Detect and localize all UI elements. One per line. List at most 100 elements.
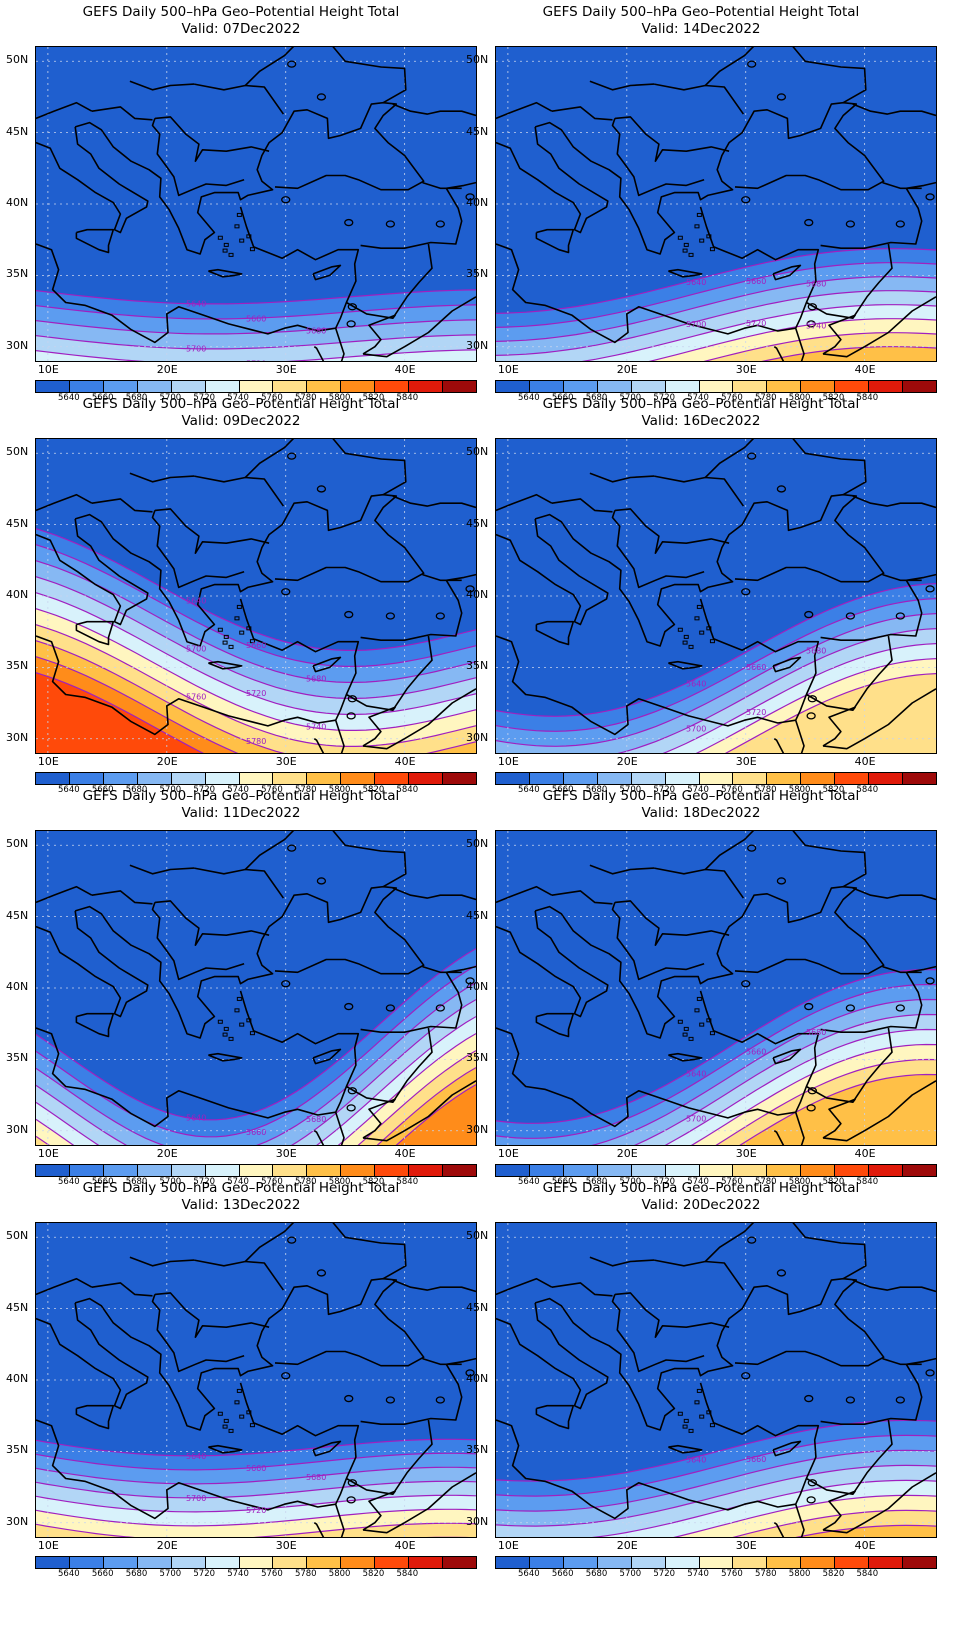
- island-outline: [236, 212, 242, 217]
- coastline: [129, 80, 195, 91]
- colorbar-tick-label: 5780: [754, 1569, 777, 1579]
- lake-outline: [776, 1269, 787, 1277]
- colorbar-swatch: [869, 773, 904, 784]
- colorbar-tick-label: 5840: [396, 1177, 419, 1187]
- colorbar-tick-label: 5820: [362, 785, 385, 795]
- colorbar-tick-label: 5820: [822, 1177, 845, 1187]
- lake-outline: [925, 585, 935, 593]
- longitude-label: 30E: [735, 1147, 757, 1160]
- latitude-label: 45N: [466, 516, 489, 530]
- coastline: [392, 103, 476, 117]
- island-outline: [694, 616, 700, 621]
- contour-line: [673, 1494, 936, 1537]
- contour-label: 5660: [746, 1455, 766, 1464]
- contour-line: [376, 1067, 476, 1145]
- island-outline: [696, 1388, 702, 1393]
- colorbar-swatch: [273, 1557, 308, 1568]
- latitude-label: 50N: [6, 445, 29, 459]
- coastline: [313, 1111, 345, 1145]
- map-panel: GEFS Daily 500–hPa Geo–Potential Height …: [0, 1176, 482, 1586]
- coastline: [551, 890, 613, 905]
- coastline: [668, 1444, 703, 1454]
- contour-label: 5640: [186, 1114, 206, 1123]
- longitude-label: 40E: [854, 363, 876, 376]
- colorbar-swatch: [341, 773, 376, 784]
- latitude-label: 40N: [466, 980, 489, 993]
- coastline: [806, 1085, 856, 1139]
- colorbar-tick-label: 5760: [721, 393, 743, 403]
- contour-line: [36, 349, 476, 361]
- coastline: [534, 493, 885, 647]
- colorbar-tick-label: 5660: [91, 785, 114, 795]
- lake-outline: [807, 1087, 817, 1095]
- coastline: [36, 1302, 149, 1410]
- lake-outline: [316, 485, 327, 493]
- colorbar-swatch: [869, 1165, 904, 1176]
- colorbar: [495, 772, 937, 785]
- contour-label: 5780: [246, 737, 266, 746]
- island-outline: [236, 1388, 242, 1393]
- colorbar-tick-label: 5720: [193, 393, 216, 403]
- contour-label: 5640: [686, 1070, 706, 1079]
- colorbar-tick-label: 5760: [721, 1177, 743, 1187]
- lake-outline: [385, 1396, 396, 1404]
- map-canvas: 5640 5660 5680 5700 5720: [36, 1223, 476, 1537]
- contour-line: [36, 624, 476, 747]
- longitude-label: 10E: [37, 1539, 59, 1552]
- island-outline: [706, 1018, 712, 1023]
- island-outline: [694, 224, 700, 229]
- longitude-label: 40E: [394, 755, 416, 768]
- latitude-label: 35N: [6, 659, 29, 673]
- coastline: [852, 243, 893, 319]
- longitude-label: 40E: [394, 363, 416, 376]
- colorbar-tick-label: 5700: [619, 785, 642, 795]
- longitude-label: 20E: [156, 1539, 178, 1552]
- contour-line: [36, 1016, 476, 1145]
- lake-outline: [747, 1236, 757, 1244]
- coastline: [208, 1052, 243, 1062]
- island-outline: [688, 252, 694, 257]
- coastline: [194, 1259, 285, 1291]
- coastline: [772, 656, 802, 673]
- colorbar-swatch: [699, 1557, 734, 1568]
- contour-label: 5660: [246, 1464, 266, 1473]
- latitude-label: 35N: [466, 1443, 489, 1457]
- coastline: [611, 510, 705, 589]
- latitude-label: 30N: [466, 1122, 489, 1136]
- coastline: [154, 1292, 270, 1338]
- contour-line: [496, 598, 936, 732]
- island-outline: [236, 604, 242, 609]
- contour-line: [36, 1494, 476, 1513]
- colorbar-tick-label: 5780: [754, 785, 777, 795]
- coastline: [36, 990, 360, 1128]
- colorbar-tick-label: 5820: [362, 1569, 385, 1579]
- lake-outline: [435, 220, 445, 228]
- coastline: [154, 900, 270, 946]
- coastline: [792, 439, 867, 496]
- colorbar-tick-label: 5840: [856, 1569, 879, 1579]
- colorbar-tick-label: 5820: [822, 1569, 845, 1579]
- coastline: [392, 635, 433, 711]
- island-outline: [677, 1411, 683, 1416]
- colorbar-tick-label: 5780: [294, 785, 317, 795]
- colorbar-swatch: [563, 1165, 598, 1176]
- colorbar-swatch: [767, 773, 802, 784]
- latitude-label: 30N: [466, 1514, 489, 1528]
- colorbar-tick-label: 5800: [328, 785, 351, 795]
- island-outline: [709, 639, 715, 644]
- coastline: [91, 890, 153, 905]
- colorbar-tick-label: 5680: [585, 393, 608, 403]
- contour-label: 5720: [246, 689, 266, 698]
- lake-outline: [347, 303, 357, 311]
- coastline: [820, 1357, 936, 1425]
- coastline: [332, 439, 407, 496]
- latitude-label: 35N: [6, 267, 29, 281]
- coastline: [91, 106, 153, 121]
- colorbar-ticks: 5640 5660 5680 5700 5720 5740 5760 5780 5800 5820…: [495, 1177, 935, 1189]
- colorbar-tick-label: 5640: [518, 393, 540, 403]
- contour-line: [691, 1043, 936, 1145]
- colorbar: [35, 1164, 477, 1177]
- colorbar-swatch: [307, 773, 342, 784]
- coastline: [74, 1277, 425, 1431]
- colorbar-swatch: [409, 1557, 444, 1568]
